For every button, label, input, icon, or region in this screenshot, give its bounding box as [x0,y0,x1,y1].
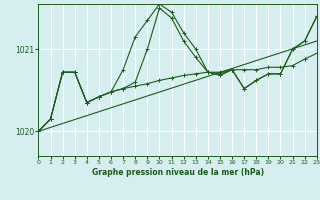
X-axis label: Graphe pression niveau de la mer (hPa): Graphe pression niveau de la mer (hPa) [92,168,264,177]
